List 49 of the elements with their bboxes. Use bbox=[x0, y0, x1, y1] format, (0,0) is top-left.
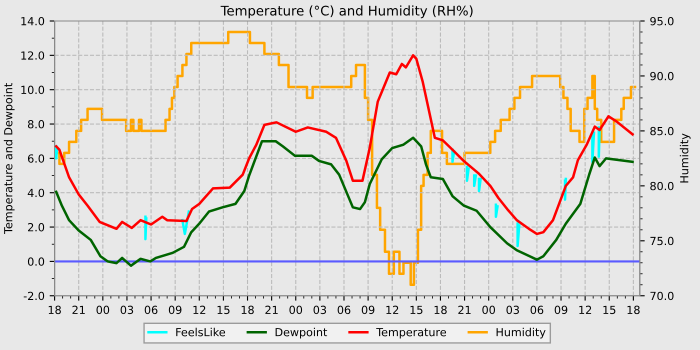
x-tick-label: 09 bbox=[362, 306, 374, 314]
x-tick-label: 00 bbox=[289, 306, 302, 314]
x-tick-label: 15 bbox=[603, 306, 616, 314]
legend-label: Dewpoint bbox=[276, 328, 328, 338]
line-series bbox=[54, 54, 634, 236]
x-tick-label: 00 bbox=[96, 306, 110, 314]
legend-label: FeelsLike bbox=[176, 328, 226, 336]
y-tick-label: 12.0 bbox=[21, 51, 44, 60]
y-tick-label: 4.0 bbox=[28, 188, 44, 198]
x-tick-label: 00 bbox=[482, 306, 496, 314]
y2-tick-label: 80.0 bbox=[650, 182, 674, 190]
x-tick-label: 15 bbox=[410, 306, 422, 314]
y2-tick-label: 85.0 bbox=[650, 126, 674, 136]
x-tick-label: 18 bbox=[48, 306, 61, 314]
y2-tick-label: 75.0 bbox=[650, 236, 674, 246]
line-series bbox=[54, 136, 634, 267]
x-tick-label: 03 bbox=[506, 306, 519, 314]
x-tick-label: 06 bbox=[144, 306, 158, 314]
x-tick-label: 15 bbox=[218, 306, 230, 314]
x-tick-label: 09 bbox=[554, 306, 568, 314]
y2-tick-label: 95.0 bbox=[650, 16, 674, 26]
legend-label: Humidity bbox=[496, 328, 546, 338]
y-tick-label: 0.0 bbox=[28, 257, 44, 266]
y-tick-label: 6.0 bbox=[28, 154, 44, 163]
x-tick-label: 06 bbox=[338, 306, 350, 314]
y-tick-label: 2.0 bbox=[28, 223, 44, 232]
x-tick-label: 18 bbox=[628, 306, 640, 314]
x-tick-label: 03 bbox=[120, 306, 134, 314]
x-tick-label: 06 bbox=[530, 306, 544, 314]
x-tick-label: 21 bbox=[72, 306, 85, 314]
x-tick-label: 21 bbox=[265, 306, 278, 314]
y-axis-title: Temperature and Dewpoint bbox=[4, 83, 15, 234]
x-tick-label: 12 bbox=[386, 306, 398, 314]
x-tick-label: 21 bbox=[458, 306, 471, 314]
y-tick-label: -2.0 bbox=[24, 292, 44, 300]
x-tick-label: 18 bbox=[242, 306, 254, 314]
x-tick-label: 09 bbox=[168, 306, 182, 314]
y2-axis-title: Humidity bbox=[680, 134, 691, 182]
x-tick-label: 12 bbox=[193, 306, 206, 314]
x-tick-label: 03 bbox=[314, 306, 326, 314]
x-tick-label: 12 bbox=[579, 306, 592, 314]
x-tick-label: 18 bbox=[434, 306, 447, 314]
y-tick-label: 8.0 bbox=[28, 120, 44, 128]
y-tick-label: 14.0 bbox=[21, 16, 44, 26]
chart-title: Temperature (°C) and Humidity (RH%) bbox=[220, 5, 473, 18]
y2-tick-label: 70.0 bbox=[650, 292, 674, 300]
legend-label: Temperature bbox=[376, 328, 446, 338]
y2-tick-label: 90.0 bbox=[650, 72, 674, 80]
y-tick-label: 10.0 bbox=[21, 86, 44, 94]
